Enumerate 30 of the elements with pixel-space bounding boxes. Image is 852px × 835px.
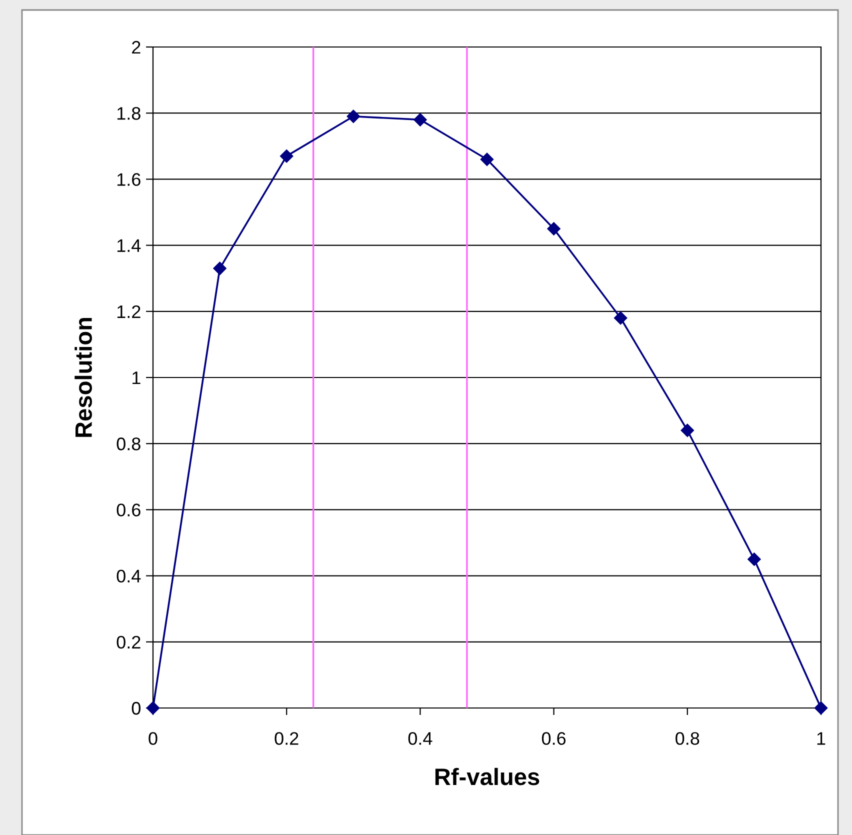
y-tick-label: 0.4 (116, 570, 141, 583)
x-tick-label: 0 (148, 732, 158, 745)
point (213, 262, 226, 276)
y-tick-label: 1.6 (117, 173, 140, 186)
point (280, 149, 294, 163)
point (414, 113, 427, 126)
y-tick-label: 0 (132, 702, 140, 715)
y-tick-label: 1 (132, 372, 140, 384)
y-axis-title: Resolution (74, 318, 92, 437)
x-tick-label: 0.8 (676, 732, 700, 745)
point (814, 701, 828, 715)
y-tick-label: 1.2 (117, 305, 140, 318)
point (748, 552, 761, 566)
point (680, 424, 694, 437)
x-tick-label: 0.2 (274, 732, 298, 745)
point (346, 110, 360, 123)
x-axis-title: Rf-values (435, 768, 540, 786)
point (614, 311, 628, 325)
point (480, 152, 494, 166)
y-tick-label: 1.8 (117, 107, 140, 120)
point (547, 222, 560, 236)
y-tick-label: 0.6 (116, 504, 140, 516)
y-tick-label: 0.2 (116, 636, 140, 649)
y-tick-label: 1.4 (117, 239, 141, 252)
y-tick-label: 0.8 (116, 438, 140, 450)
x-tick-label: 0.4 (408, 732, 432, 745)
y-tick-label: 2 (132, 40, 140, 54)
x-tick-label: 0.6 (542, 732, 566, 745)
x-tick-label: 1 (817, 732, 826, 745)
point (146, 701, 160, 715)
